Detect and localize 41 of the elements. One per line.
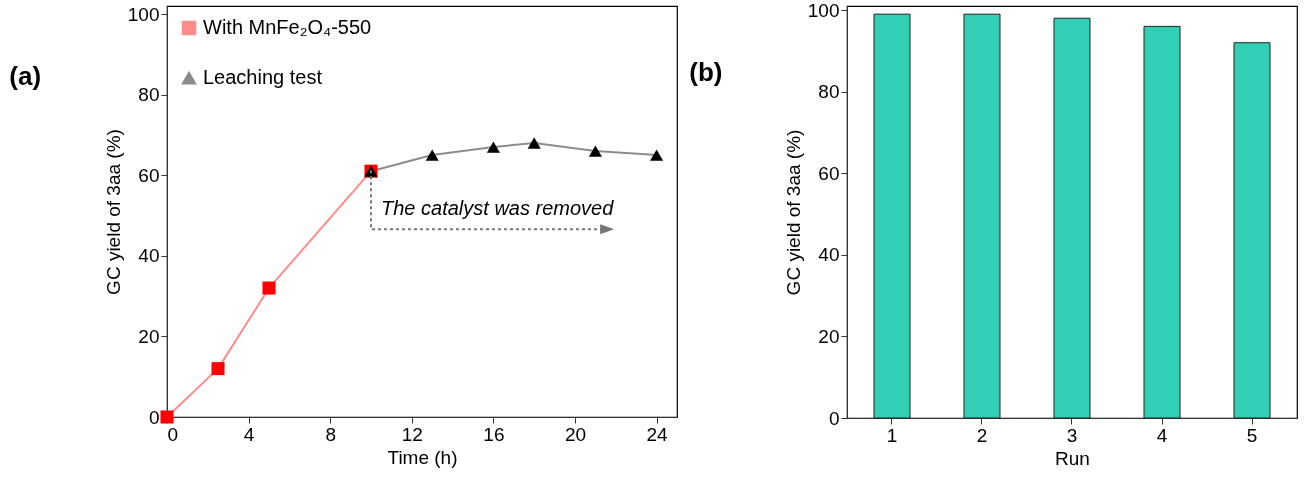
y-tick-label: 0 — [828, 407, 840, 429]
point — [160, 410, 174, 424]
text: (b) — [689, 57, 723, 88]
x-tick-label: 0 — [167, 423, 179, 445]
annotation: The catalyst was removed — [381, 197, 615, 220]
x-tick-label: 5 — [1246, 424, 1258, 446]
y-axis-title: GC yield of 3aa (%) — [782, 129, 804, 296]
x-tick-label: 20 — [564, 423, 587, 445]
legend-label: With MnFe₂O₄-550 — [203, 16, 372, 38]
y-tick-label: 20 — [818, 325, 840, 347]
x-tick-label: 2 — [976, 424, 988, 446]
point — [486, 141, 500, 153]
point — [588, 145, 602, 157]
point — [527, 137, 541, 149]
x-tick-label: 8 — [325, 423, 336, 445]
y-tick-label: 40 — [138, 245, 160, 267]
x-tick-label: 1 — [886, 424, 898, 446]
y-tick-label: 60 — [138, 164, 160, 186]
y-tick-label: 80 — [138, 84, 160, 106]
x-tick-label: 3 — [1066, 424, 1078, 446]
point — [262, 281, 276, 295]
y-tick-label: 80 — [818, 81, 840, 103]
x-tick-label: 24 — [646, 423, 669, 445]
y-axis-title: GC yield of 3aa (%) — [102, 129, 124, 295]
y-tick-label: 100 — [807, 0, 840, 21]
legend-label: Leaching test — [203, 66, 323, 88]
point — [650, 149, 664, 161]
point — [425, 149, 439, 161]
x-tick-label: 4 — [243, 423, 255, 445]
x-tick-label: 16 — [483, 423, 505, 445]
x-tick-label: 4 — [1156, 424, 1168, 446]
y-tick-label: 20 — [138, 325, 160, 347]
x-axis-title: Time (h) — [387, 446, 458, 468]
y-tick-label: 0 — [148, 406, 160, 428]
point — [211, 362, 225, 376]
y-tick-label: 40 — [818, 244, 840, 266]
x-axis-title: Run — [1055, 447, 1090, 469]
text: (a) — [9, 61, 42, 92]
y-tick-label: 60 — [818, 162, 840, 184]
x-tick-label: 12 — [401, 423, 423, 445]
y-tick-label: 100 — [127, 3, 160, 25]
